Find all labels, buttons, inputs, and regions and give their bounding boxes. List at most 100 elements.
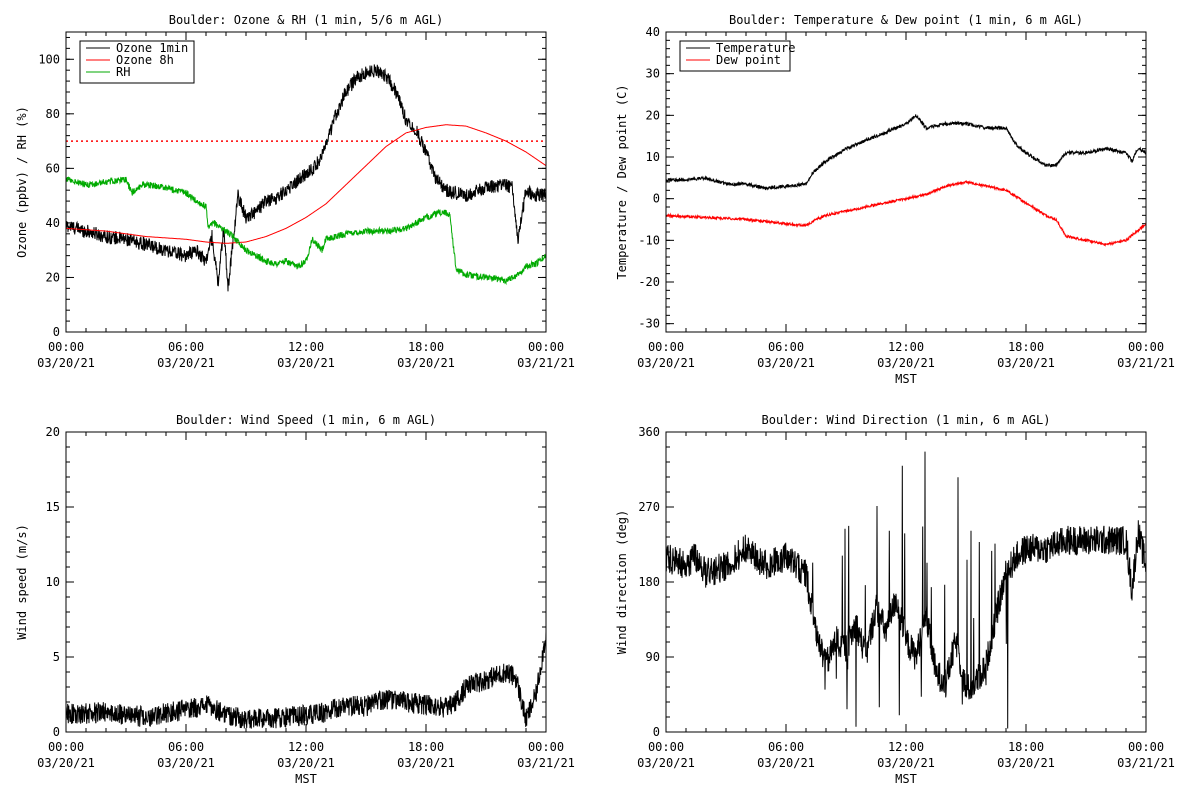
y-tick-label: 10: [646, 150, 660, 164]
chart-title: Boulder: Temperature & Dew point (1 min,…: [729, 13, 1083, 27]
y-tick-label: 15: [46, 500, 60, 514]
y-tick-label: 0: [653, 192, 660, 206]
x-tick-label-time: 12:00: [888, 740, 924, 754]
x-tick-label-date: 03/20/21: [277, 356, 335, 370]
y-tick-label: 60: [46, 161, 60, 175]
plot-frame: [65, 431, 547, 733]
y-axis-label: Ozone (ppbv) / RH (%): [15, 106, 29, 258]
x-tick-label-date: 03/20/21: [397, 356, 455, 370]
y-tick-label: 0: [53, 725, 60, 739]
y-tick-label: 30: [646, 67, 660, 81]
x-tick-label-date: 03/20/21: [157, 356, 215, 370]
x-tick-label-date: 03/20/21: [157, 756, 215, 770]
x-tick-label-date: 03/21/21: [1117, 356, 1175, 370]
series-line-ozone-8h: [66, 124, 546, 244]
x-tick-label-time: 18:00: [408, 340, 444, 354]
y-tick-label: 100: [38, 52, 60, 66]
panel-wind-direction: Boulder: Wind Direction (1 min, 6 m AGL)…: [615, 413, 1175, 786]
x-tick-label-date: 03/20/21: [277, 756, 335, 770]
x-tick-label-date: 03/20/21: [877, 756, 935, 770]
x-tick-label-date: 03/20/21: [637, 756, 695, 770]
x-tick-label-date: 03/20/21: [997, 756, 1055, 770]
plot-frame: [665, 431, 1147, 733]
chart-title: Boulder: Wind Speed (1 min, 6 m AGL): [176, 413, 436, 427]
y-tick-label: 5: [53, 650, 60, 664]
x-axis-label: MST: [895, 772, 917, 786]
y-tick-label: -30: [638, 317, 660, 331]
y-tick-label: 180: [638, 575, 660, 589]
x-tick-label-time: 00:00: [48, 340, 84, 354]
y-tick-label: 80: [46, 107, 60, 121]
x-tick-label-time: 06:00: [768, 340, 804, 354]
panel-temperature: Boulder: Temperature & Dew point (1 min,…: [615, 13, 1175, 386]
x-tick-label-date: 03/20/21: [877, 356, 935, 370]
series-line-ozone-1min: [66, 64, 546, 292]
y-tick-label: 20: [46, 425, 60, 439]
chart-title: Boulder: Wind Direction (1 min, 6 m AGL): [762, 413, 1051, 427]
x-tick-label-time: 06:00: [168, 740, 204, 754]
y-tick-label: 0: [53, 325, 60, 339]
y-tick-label: 40: [646, 25, 660, 39]
series-line-dew-point: [666, 179, 1146, 247]
chart-title: Boulder: Ozone & RH (1 min, 5/6 m AGL): [169, 13, 444, 27]
x-tick-label-time: 00:00: [528, 340, 564, 354]
y-tick-label: 0: [653, 725, 660, 739]
y-tick-label: 20: [646, 108, 660, 122]
x-tick-label-date: 03/20/21: [397, 756, 455, 770]
series-line-rh: [66, 176, 546, 286]
y-tick-label: 270: [638, 500, 660, 514]
y-tick-label: -20: [638, 275, 660, 289]
y-tick-label: 360: [638, 425, 660, 439]
x-tick-label-time: 00:00: [1128, 340, 1164, 354]
x-tick-label-time: 00:00: [648, 340, 684, 354]
y-tick-label: -10: [638, 233, 660, 247]
series-line-data: [66, 631, 546, 729]
y-axis-label: Wind speed (m/s): [15, 524, 29, 640]
plot-frame: [665, 31, 1147, 333]
y-tick-label: 20: [46, 270, 60, 284]
y-tick-label: 40: [46, 216, 60, 230]
x-tick-label-date: 03/21/21: [517, 356, 575, 370]
plot-frame: [65, 31, 547, 333]
x-tick-label-time: 18:00: [1008, 340, 1044, 354]
x-tick-label-date: 03/20/21: [757, 356, 815, 370]
x-tick-label-time: 18:00: [1008, 740, 1044, 754]
legend-entry: Dew point: [716, 53, 781, 67]
x-tick-label-date: 03/20/21: [997, 356, 1055, 370]
x-tick-label-date: 03/20/21: [37, 356, 95, 370]
x-tick-label-date: 03/20/21: [37, 756, 95, 770]
x-tick-label-time: 18:00: [408, 740, 444, 754]
legend-entry: RH: [116, 65, 130, 79]
x-tick-label-time: 06:00: [168, 340, 204, 354]
x-tick-label-date: 03/20/21: [637, 356, 695, 370]
x-tick-label-date: 03/21/21: [1117, 756, 1175, 770]
x-tick-label-date: 03/20/21: [757, 756, 815, 770]
x-axis-label: MST: [895, 372, 917, 386]
y-tick-label: 90: [646, 650, 660, 664]
x-axis-label: MST: [295, 772, 317, 786]
y-tick-label: 10: [46, 575, 60, 589]
y-axis-label: Temperature / Dew point (C): [615, 84, 629, 279]
x-tick-label-time: 00:00: [48, 740, 84, 754]
x-tick-label-time: 12:00: [288, 740, 324, 754]
series-line-data: [666, 451, 1146, 729]
legend-entry: Ozone 1min: [116, 41, 188, 55]
x-tick-label-time: 12:00: [888, 340, 924, 354]
legend-entry: Ozone 8h: [116, 53, 174, 67]
legend-entry: Temperature: [716, 41, 795, 55]
y-axis-label: Wind direction (deg): [615, 510, 629, 655]
legend-box: [679, 40, 791, 72]
panel-ozone: Boulder: Ozone & RH (1 min, 5/6 m AGL) 0 2…: [15, 13, 575, 370]
x-tick-label-time: 00:00: [528, 740, 564, 754]
x-tick-label-time: 12:00: [288, 340, 324, 354]
x-tick-label-date: 03/21/21: [517, 756, 575, 770]
x-tick-label-time: 00:00: [648, 740, 684, 754]
x-tick-label-time: 00:00: [1128, 740, 1164, 754]
series-line-temperature: [666, 114, 1146, 191]
x-tick-label-time: 06:00: [768, 740, 804, 754]
panel-wind-speed: Boulder: Wind Speed (1 min, 6 m AGL) 0 5 10…: [15, 413, 575, 786]
